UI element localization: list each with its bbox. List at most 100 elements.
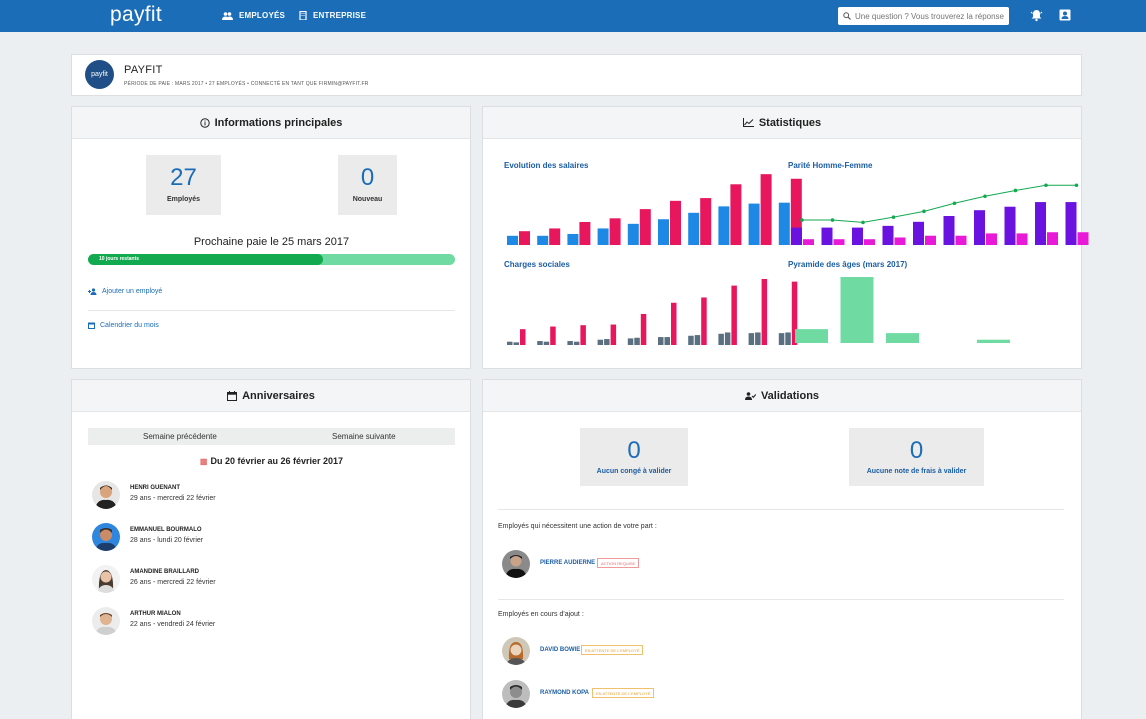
bar	[567, 341, 573, 345]
bar	[627, 223, 639, 245]
bar	[520, 329, 526, 345]
bar	[627, 338, 634, 345]
nav-employes[interactable]: EMPLOYÉS	[222, 11, 285, 20]
line-point	[891, 215, 896, 219]
person-info: 29 ans - mercredi 22 février	[130, 495, 216, 502]
employee-name: RAYMOND KOPA	[540, 690, 590, 696]
avatar	[92, 523, 120, 551]
line-point	[861, 220, 865, 225]
avatar	[502, 680, 530, 708]
bar	[1035, 202, 1046, 245]
bar	[597, 339, 604, 345]
infos-title: Informations principales	[214, 116, 343, 129]
bar	[513, 342, 519, 345]
bar	[688, 212, 700, 245]
bar	[658, 337, 664, 345]
infos-card: Informations principales 27 Employés 0 N…	[71, 106, 471, 369]
add-employee-link[interactable]: Ajouter un employé	[88, 288, 162, 295]
avatar	[92, 481, 120, 509]
next-week-button[interactable]: Semaine suivante	[332, 432, 396, 441]
line-point	[952, 201, 957, 206]
bar	[609, 218, 621, 245]
bar	[573, 341, 580, 345]
bar	[760, 174, 772, 245]
payfit-logo[interactable]: payfit	[110, 3, 162, 26]
employee-name: DAVID BOWIE	[540, 647, 581, 653]
bar	[913, 221, 924, 245]
company-header: payfit PAYFIT PÉRIODE DE PAIE : MARS 201…	[71, 54, 1082, 96]
line-point	[1013, 188, 1018, 193]
bar	[864, 239, 875, 245]
account-icon[interactable]	[1059, 9, 1071, 21]
pending-badge: EN ATTENTE DE L'EMPLOYÉ	[581, 645, 644, 655]
conges-label: Aucun congé à valider	[596, 468, 672, 475]
bar	[700, 198, 712, 245]
bar	[840, 277, 874, 343]
pay-progress-fill: 10 jours restants	[88, 254, 323, 265]
bar	[755, 332, 761, 345]
bar	[730, 184, 742, 245]
person-name: ARTHUR MIALON	[130, 611, 181, 617]
employee-name: PIERRE AUDIERNE	[540, 560, 596, 566]
week-navigation: Semaine précédente Semaine suivante	[88, 428, 455, 445]
line-point	[922, 209, 926, 214]
top-navbar: payfit EMPLOYÉS ENTREPRISE	[0, 0, 1146, 32]
anniversaires-card: Anniversaires Semaine précédente Semaine…	[71, 379, 471, 719]
nav-entreprise-label: ENTREPRISE	[313, 11, 367, 20]
conges-count: 0	[627, 437, 641, 464]
bar	[852, 227, 863, 245]
calendar-link[interactable]: Calendrier du mois	[88, 322, 159, 329]
bar	[785, 332, 791, 345]
building-icon	[299, 11, 307, 20]
add-user-icon	[88, 288, 97, 295]
bar	[795, 329, 828, 343]
calendar-label: Calendrier du mois	[100, 322, 159, 329]
avatar	[502, 550, 530, 578]
add-employee-label: Ajouter un employé	[102, 288, 163, 295]
new-stat[interactable]: 0 Nouveau	[338, 155, 397, 215]
period-heading: ▩ Du 20 février au 26 février 2017	[72, 456, 471, 466]
bar	[833, 239, 845, 245]
chart-title-salaires: Evolution des salaires	[504, 161, 589, 170]
bar	[894, 237, 906, 245]
employees-stat[interactable]: 27 Employés	[146, 155, 221, 215]
line-point	[1044, 183, 1048, 188]
person-info: 22 ans - vendredi 24 février	[130, 621, 216, 628]
parite-chart	[791, 183, 1089, 245]
person-info: 26 ans - mercredi 22 février	[130, 579, 216, 586]
infos-header: Informations principales	[72, 107, 470, 139]
people-icon	[222, 11, 233, 20]
charges-chart	[507, 279, 798, 345]
bar	[658, 219, 669, 245]
company-name: PAYFIT	[124, 64, 163, 76]
bar	[986, 233, 997, 245]
bar	[761, 279, 768, 345]
line-series	[802, 184, 1077, 223]
calendar-icon	[227, 390, 238, 401]
help-search[interactable]	[838, 7, 1009, 25]
conges-stat[interactable]: 0 Aucun congé à valider	[580, 428, 688, 486]
notification-bell-icon[interactable]	[1030, 9, 1043, 22]
search-input[interactable]	[855, 11, 1005, 21]
bar	[597, 228, 609, 245]
prev-week-button[interactable]: Semaine précédente	[143, 432, 217, 441]
bar	[664, 337, 670, 345]
bar	[790, 178, 802, 245]
search-icon	[843, 12, 851, 20]
company-meta: PÉRIODE DE PAIE : MARS 2017 • 27 EMPLOYÉ…	[124, 81, 369, 87]
frais-stat[interactable]: 0 Aucune note de frais à valider	[849, 428, 984, 486]
nav-entreprise[interactable]: ENTREPRISE	[299, 11, 366, 20]
next-pay-text: Prochaine paie le 25 mars 2017	[193, 236, 350, 248]
frais-label: Aucune note de frais à valider	[866, 468, 967, 475]
anniversaires-header: Anniversaires	[72, 380, 470, 412]
bar	[748, 333, 755, 345]
line-point	[983, 194, 987, 199]
salaires-chart	[507, 174, 802, 245]
nav-employes-label: EMPLOYÉS	[239, 11, 286, 20]
bar	[1016, 233, 1028, 245]
bar	[803, 239, 814, 245]
bar	[1047, 232, 1058, 245]
action-required-badge: ACTION REQUISE	[597, 558, 640, 568]
bar	[731, 285, 737, 345]
cake-icon: ▩	[199, 457, 208, 466]
